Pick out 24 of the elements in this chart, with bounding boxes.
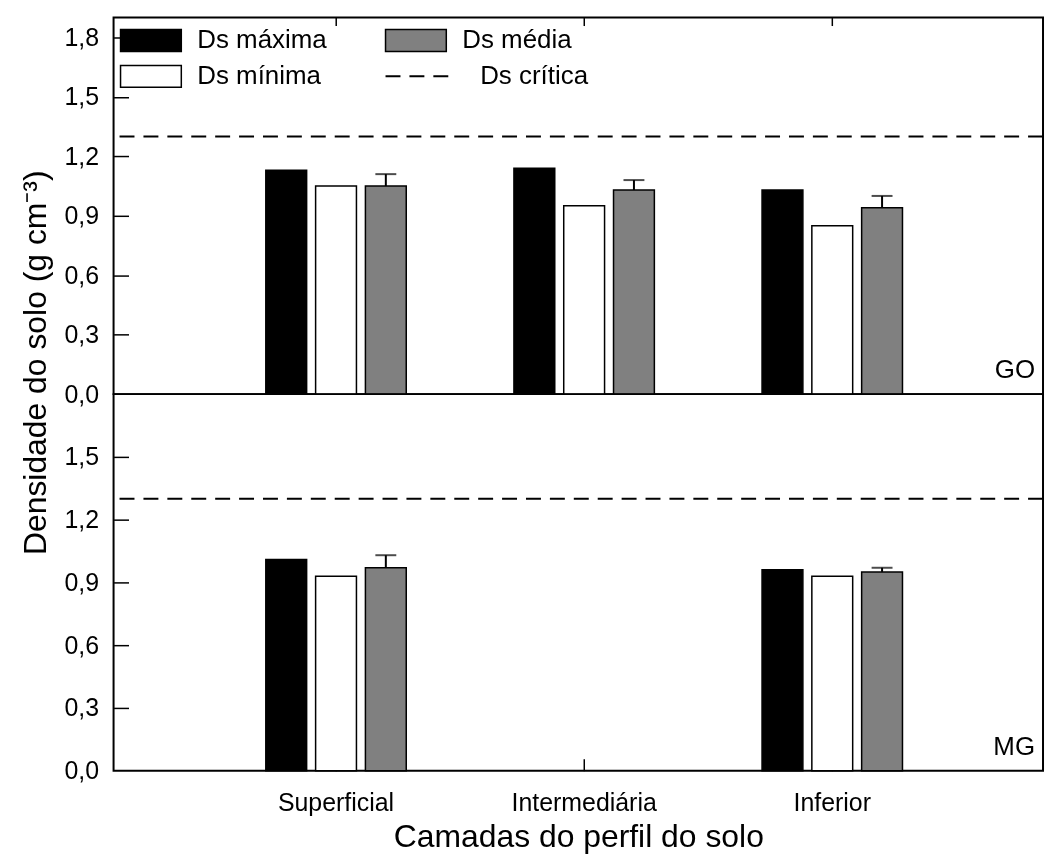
- y-tick-label: 0,3: [64, 693, 100, 722]
- x-tick-label: Superficial: [277, 788, 395, 817]
- x-tick-label: Intermediária: [511, 788, 657, 817]
- y-tick-label: 1,2: [64, 505, 100, 534]
- legend-label: Ds crítica: [480, 61, 589, 90]
- y-tick-label: 1,5: [64, 82, 100, 111]
- annotation: GO: [994, 355, 1036, 384]
- x-axis-title: Camadas do perfil do solo: [393, 817, 764, 854]
- y-tick-label: 0,0: [64, 379, 100, 408]
- x-tick-label: Inferior: [793, 788, 871, 817]
- y-tick-label: 1,2: [64, 141, 100, 170]
- y-tick-label: 1,8: [64, 22, 100, 51]
- y-tick-label: 0,6: [64, 630, 100, 659]
- annotation: MG: [993, 731, 1036, 760]
- legend-label: Ds máxima: [197, 25, 328, 54]
- y-tick-label: 0,0: [64, 756, 100, 785]
- y-tick-label: 0,9: [64, 567, 100, 596]
- y-tick-label: 0,6: [64, 260, 100, 289]
- y-tick-label: 0,9: [64, 201, 100, 230]
- legend-label: Ds mínima: [197, 61, 322, 90]
- y-axis-title: Densidade do solo (g cm⁻³): [16, 170, 53, 556]
- legend-label: Ds média: [462, 25, 573, 54]
- y-tick-label: 0,3: [64, 320, 100, 349]
- y-tick-label: 1,5: [64, 442, 100, 471]
